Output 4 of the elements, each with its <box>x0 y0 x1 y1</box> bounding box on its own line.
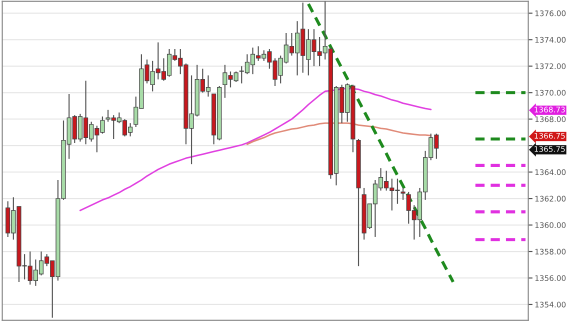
line-series <box>79 88 432 212</box>
candlestick <box>400 187 406 200</box>
line-series <box>306 2 455 284</box>
line-series <box>246 122 432 146</box>
